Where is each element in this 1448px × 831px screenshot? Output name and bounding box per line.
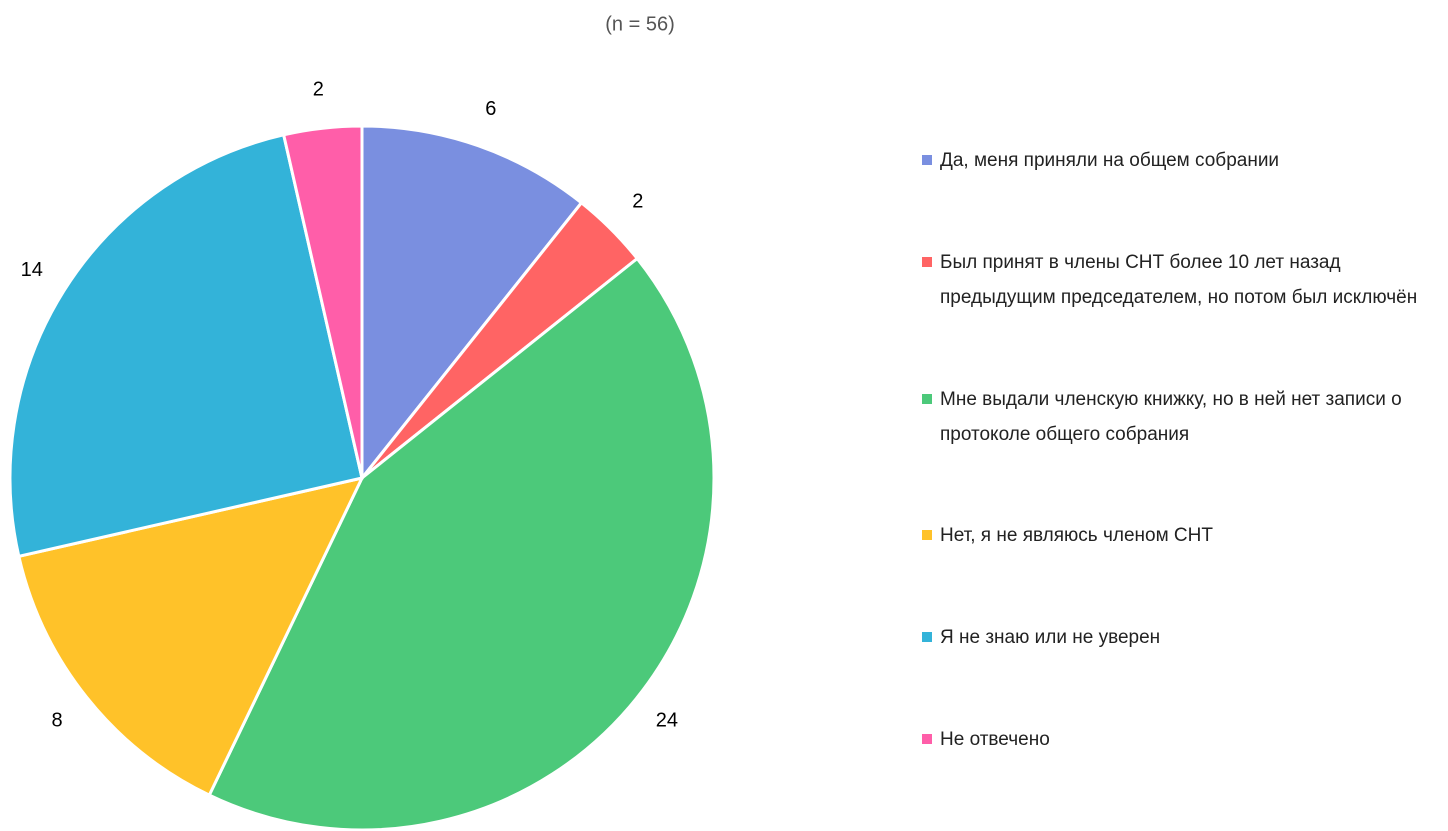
legend-item: Да, меня приняли на общем собрании xyxy=(922,143,1442,178)
legend-swatch xyxy=(922,631,932,642)
legend-label: Не отвечено xyxy=(940,728,1050,750)
data-label: 6 xyxy=(485,98,496,120)
data-label: 24 xyxy=(656,709,678,731)
legend-swatch xyxy=(922,733,932,744)
chart: (n = 56) 6 2 24 8 14 2 xyxy=(8,13,716,831)
pie-slice xyxy=(8,133,364,559)
legend-swatch xyxy=(922,155,932,166)
legend-item: Не отвечено xyxy=(922,722,1442,757)
legend-item: Нет, я не являюсь членом СНТ xyxy=(922,518,1442,553)
chart-subtitle: (n = 56) xyxy=(605,13,674,35)
legend-item: Мне выдали членскую книжку, но в ней нет… xyxy=(922,382,1442,452)
pie-slice xyxy=(360,124,584,483)
legend-label: Да, меня приняли на общем собрании xyxy=(940,150,1280,172)
data-label: 8 xyxy=(52,709,63,731)
legend-label: Мне выдали членскую книжку, но в ней нет… xyxy=(940,388,1402,445)
data-label: 2 xyxy=(632,191,643,213)
legend-label: Был принят в члены СНТ более 10 лет наза… xyxy=(940,251,1418,308)
legend-swatch xyxy=(922,393,932,404)
legend-item: Был принят в члены СНТ более 10 лет наза… xyxy=(922,245,1442,315)
legend: Да, меня приняли на общем собрании Был пр… xyxy=(922,110,1442,790)
pie-slice xyxy=(281,124,364,479)
legend-label: Я не знаю или не уверен xyxy=(940,626,1161,648)
data-label: 2 xyxy=(313,79,324,101)
legend-swatch xyxy=(922,256,932,267)
data-label: 14 xyxy=(21,259,43,281)
legend-label: Нет, я не являюсь членом СНТ xyxy=(940,525,1213,547)
pie-slice xyxy=(207,256,716,831)
legend-swatch xyxy=(922,530,932,541)
legend-item: Я не знаю или не уверен xyxy=(922,620,1442,655)
pie-slice xyxy=(17,475,365,798)
